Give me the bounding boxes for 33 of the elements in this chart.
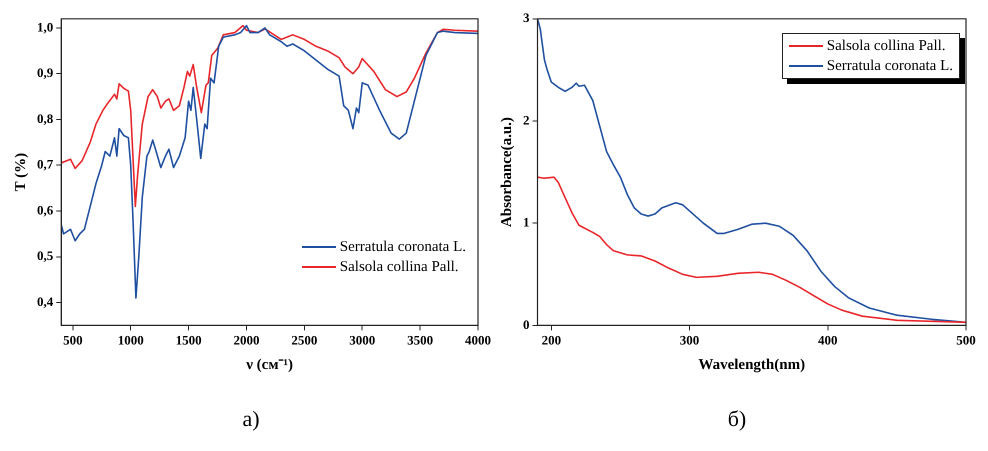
x-axis-title: ν (см⁻¹): [245, 356, 294, 373]
y-tick-label: 0,9: [37, 65, 54, 80]
x-tick-label: 2500: [291, 332, 318, 348]
x-tick-label: 3000: [349, 332, 376, 348]
x-tick-label: 500: [956, 332, 976, 348]
x-tick-label: 500: [63, 332, 83, 348]
y-tick-label: 0,5: [37, 248, 54, 264]
legend-label: Serratula coronata L.: [340, 238, 466, 258]
y-tick-label: 0,4: [37, 294, 54, 309]
y-tick-label: 0,6: [37, 202, 54, 218]
x-tick-label: 300: [680, 332, 700, 348]
y-axis-title: T (%): [12, 152, 29, 192]
y-tick-label: 0,7: [37, 156, 54, 172]
y-tick-label: 3: [523, 10, 530, 26]
x-tick-label: 4000: [465, 332, 491, 348]
y-axis-title: Absorbance(a.u.): [498, 117, 515, 228]
y-tick-label: 1,0: [37, 19, 54, 34]
y-tick-label: 2: [523, 112, 530, 128]
x-tick-label: 1000: [118, 332, 144, 348]
x-tick-label: 2000: [233, 332, 260, 348]
x-tick-label: 3500: [407, 332, 434, 348]
y-tick-label: 1: [523, 214, 530, 230]
y-tick-label: 0: [523, 316, 530, 332]
text: a): [241, 406, 261, 432]
legend-label: Salsola collina Pall.: [340, 258, 459, 278]
x-tick-label: 1500: [176, 332, 202, 348]
x-tick-label: 200: [542, 332, 562, 348]
y-tick-label: 0,8: [37, 110, 54, 126]
x-axis-title: Wavelength(nm): [698, 356, 806, 373]
text: б): [726, 406, 748, 432]
legend-label: Serratula coronata L.: [826, 56, 953, 76]
legend-label: Salsola collina Pall.: [826, 36, 946, 56]
x-tick-label: 400: [818, 332, 838, 348]
